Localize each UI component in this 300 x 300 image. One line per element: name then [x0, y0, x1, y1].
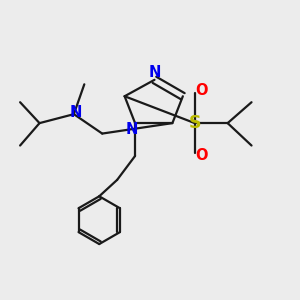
Text: N: N — [69, 105, 82, 120]
Text: O: O — [195, 83, 208, 98]
Text: S: S — [188, 114, 201, 132]
Text: N: N — [148, 65, 161, 80]
Text: N: N — [126, 122, 138, 136]
Text: O: O — [195, 148, 208, 164]
